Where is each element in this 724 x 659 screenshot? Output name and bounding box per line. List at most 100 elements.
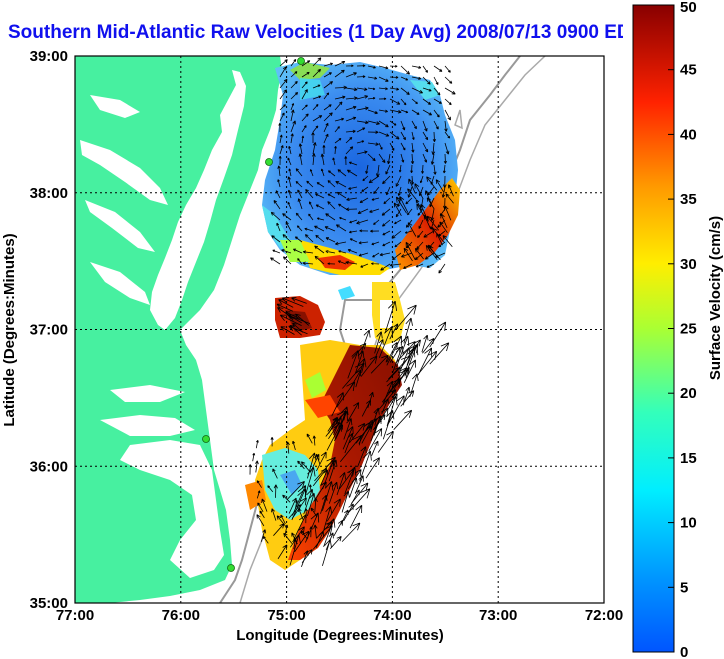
velocity-arrow (360, 329, 371, 354)
velocity-arrow (386, 395, 398, 427)
velocity-arrow (427, 245, 441, 261)
velocity-arrow (273, 200, 281, 210)
velocity-arrow (444, 120, 448, 132)
velocity-arrow (345, 87, 358, 92)
velocity-arrow (378, 97, 387, 101)
velocity-arrow (357, 446, 367, 468)
velocity-arrow (290, 103, 295, 111)
velocity-arrow (433, 98, 442, 104)
velocity-arrow (323, 122, 329, 133)
velocity-arrow (348, 186, 358, 190)
colorbar-tick-label: 20 (680, 385, 697, 402)
velocity-arrow (414, 252, 424, 261)
velocity-arrow (438, 263, 446, 274)
velocity-arrow (277, 165, 281, 177)
velocity-arrow (356, 140, 365, 144)
velocity-arrow (386, 186, 391, 196)
velocity-arrow (334, 145, 337, 155)
velocity-arrow (348, 230, 358, 234)
velocity-arrow (327, 262, 336, 266)
velocity-arrow (431, 142, 436, 155)
velocity-arrow (444, 65, 451, 73)
velocity-arrow (417, 347, 432, 376)
velocity-arrow (256, 514, 265, 527)
velocity-arrow (287, 157, 292, 166)
velocity-arrow (280, 326, 295, 335)
velocity-arrow (421, 164, 425, 174)
velocity-arrow (346, 197, 358, 201)
velocity-arrow (367, 130, 379, 134)
velocity-arrow (411, 87, 424, 94)
velocity-arrow (334, 126, 340, 133)
velocity-arrow (389, 263, 402, 267)
velocity-arrow (301, 81, 308, 89)
y-tick-label: 36:00 (30, 458, 68, 475)
velocity-arrow (370, 229, 380, 233)
velocity-arrow (312, 104, 319, 111)
station-marker (297, 57, 305, 65)
velocity-arrow (444, 142, 450, 155)
velocity-arrow (448, 184, 454, 197)
velocity-arrow (355, 350, 365, 374)
velocity-arrow (374, 389, 397, 415)
velocity-arrow (359, 229, 369, 233)
velocity-arrow (312, 84, 321, 89)
velocity-arrow (430, 153, 435, 165)
velocity-arrow (400, 153, 405, 163)
velocity-arrow (347, 469, 362, 490)
velocity-arrow (271, 508, 277, 521)
velocity-arrow (309, 169, 314, 177)
velocity-arrow (382, 230, 391, 236)
velocity-arrow (426, 263, 435, 268)
velocity-arrow (400, 120, 406, 131)
velocity-arrow (260, 529, 267, 542)
velocity-arrow (297, 460, 305, 470)
velocity-arrow (369, 208, 380, 213)
velocity-arrow (280, 514, 286, 525)
velocity-arrow (312, 95, 322, 100)
velocity-arrow (378, 76, 389, 82)
y-tick-label: 37:00 (30, 322, 68, 339)
velocity-arrow (429, 321, 447, 348)
velocity-arrow (304, 508, 308, 519)
velocity-arrow (367, 65, 376, 69)
velocity-arrow (279, 145, 284, 155)
velocity-arrow (433, 65, 443, 72)
velocity-arrow (279, 78, 288, 89)
velocity-arrow (418, 186, 424, 197)
velocity-arrow (410, 153, 415, 165)
velocity-arrow (297, 508, 304, 520)
velocity-arrow (389, 98, 401, 105)
velocity-arrow (304, 467, 316, 497)
velocity-arrow (312, 68, 321, 78)
velocity-arrow (389, 87, 400, 91)
velocity-arrow (347, 488, 371, 514)
velocity-arrow (356, 95, 369, 100)
velocity-arrow (270, 437, 274, 447)
velocity-arrow (380, 263, 391, 271)
velocity-arrow (351, 343, 367, 359)
velocity-arrow (395, 208, 402, 218)
velocity-arrow (395, 175, 402, 187)
chesapeake-bay (150, 70, 246, 330)
velocity-arrow (398, 347, 411, 376)
velocity-arrow (279, 134, 283, 144)
station-marker (202, 435, 210, 443)
velocity-arrow (405, 197, 413, 205)
velocity-arrow (348, 161, 358, 166)
colorbar-tick-label: 50 (680, 0, 697, 16)
velocity-arrow (302, 250, 314, 254)
velocity-arrow (426, 197, 435, 210)
velocity-arrow (301, 113, 309, 122)
velocity-arrow (356, 64, 366, 68)
velocity-arrow (370, 415, 382, 442)
velocity-arrow (295, 313, 310, 326)
velocity-arrow (294, 236, 303, 243)
velocity-arrow (314, 225, 325, 232)
velocity-arrow (368, 428, 383, 452)
velocity-arrow (287, 176, 292, 188)
velocity-arrow (400, 390, 415, 407)
velocity-arrow (282, 494, 291, 503)
velocity-arrow (358, 252, 369, 257)
velocity-arrow (389, 75, 399, 79)
